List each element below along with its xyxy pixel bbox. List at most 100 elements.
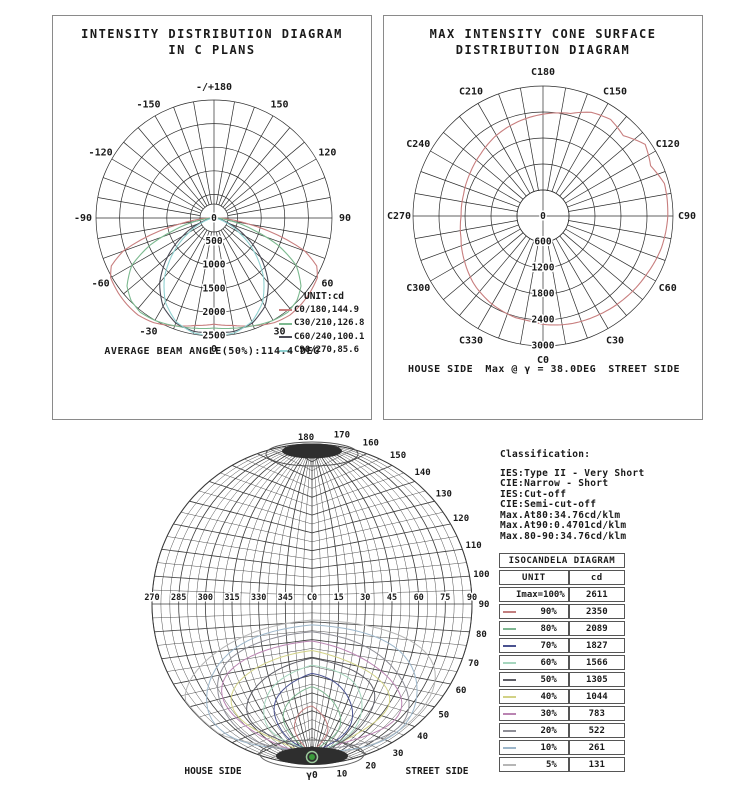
title-line-1: INTENSITY DISTRIBUTION DIAGRAM	[81, 27, 343, 41]
table-header-row: UNIT cd	[499, 570, 625, 585]
ring-value-label: 2000	[203, 307, 226, 318]
cd-value: 522	[568, 723, 625, 738]
pole-regions	[259, 441, 365, 769]
table-row: Imax=100% 2611	[499, 587, 625, 602]
ring-value-label: 1200	[532, 263, 555, 274]
net-label: 130	[436, 489, 452, 499]
cd-value: 261	[568, 740, 625, 755]
net-label: 90	[467, 593, 477, 603]
angle-label: C240	[406, 139, 430, 150]
unit-header: UNIT	[499, 570, 569, 585]
table-row: 90% 2350	[499, 604, 625, 619]
cd-value: 783	[568, 706, 625, 721]
contour-swatch	[503, 695, 516, 698]
angle-label: C120	[656, 139, 680, 150]
percent-label: 60%	[540, 657, 557, 668]
ring-value-label: 600	[534, 237, 551, 248]
table-row: 30% 783	[499, 706, 625, 721]
classification-block: Classification: IES:Type II - Very Short…	[500, 449, 645, 542]
cd-value: 131	[568, 757, 625, 772]
net-label: HOUSE SIDE	[184, 766, 241, 777]
angle-label: C270	[387, 211, 411, 222]
table-row: 50% 1305	[499, 672, 625, 687]
net-label: 160	[363, 438, 379, 448]
cone-surface-polar-chart: 0 600 1200 1800 2400 3000 C180 C150 C120 C90 C60 C3…	[387, 67, 696, 366]
title-line-1: MAX INTENSITY CONE SURFACE	[429, 27, 657, 41]
angle-label: C300	[406, 283, 430, 294]
ring-value-label: 500	[205, 236, 222, 247]
street-side-label: STREET SIDE	[608, 364, 680, 375]
angle-label: -/+180	[196, 82, 232, 93]
percent-label: 30%	[540, 708, 557, 719]
legend-item: C0/180,144.9	[279, 304, 369, 318]
polar-grid	[412, 85, 674, 347]
net-label: 75	[440, 593, 450, 603]
classification-line: CIE:Narrow - Short	[500, 478, 609, 489]
isocandela-table: ISOCANDELA DIAGRAM UNIT cd Imax=100% 2611…	[499, 551, 625, 774]
percent-label: 70%	[540, 640, 557, 651]
series-curve	[159, 217, 269, 334]
max-intensity-cone-panel: MAX INTENSITY CONE SURFACE DISTRIBUTION …	[383, 15, 703, 420]
angle-label: 60	[321, 279, 333, 290]
net-label: 285	[171, 593, 186, 603]
net-label: 40	[417, 732, 428, 742]
angle-label: 30	[273, 326, 285, 337]
intensity-distribution-panel: INTENSITY DISTRIBUTION DIAGRAM IN C PLAN…	[52, 15, 372, 420]
net-label: 45	[387, 593, 397, 603]
net-label: 60	[456, 686, 467, 696]
angle-label: C150	[603, 86, 627, 97]
legend-item: C30/210,126.8	[279, 317, 369, 331]
title-line-2: DISTRIBUTION DIAGRAM	[455, 43, 631, 57]
net-label: 100	[473, 570, 489, 580]
cd-value: 2089	[568, 621, 625, 636]
angle-label: -30	[139, 326, 157, 337]
isocandela-net-svg: 270 285 300 315 330 345 C0 15 30 45 60 75 90 170 160 15…	[143, 429, 491, 782]
classification-line: CIE:Semi-cut-off	[500, 499, 597, 510]
net-label: 20	[365, 762, 376, 772]
net-label: 140	[414, 468, 430, 478]
classification-line: Max.At80:34.76cd/klm	[500, 509, 621, 521]
table-row: 60% 1566	[499, 655, 625, 670]
percent-label: 90%	[540, 606, 557, 617]
net-label: 315	[224, 593, 239, 603]
angle-label: C330	[459, 336, 483, 347]
angle-label: -120	[89, 148, 113, 159]
polar-labels: 0 600 1200 1800 2400 3000 C180 C150 C120 C90 C60 C3…	[387, 67, 696, 366]
cd-value: 2350	[568, 604, 625, 619]
polar-series	[110, 217, 318, 337]
net-labels: 270 285 300 315 330 345 C0 15 30 45 60 75 90 170 160 15…	[143, 429, 491, 782]
classification-line: IES:Type II - Very Short	[500, 467, 645, 479]
legend-label: C60/240,100.1	[294, 331, 365, 342]
angle-label: 90	[339, 213, 351, 224]
ring-value-label: 2400	[532, 315, 555, 326]
angle-label: -90	[74, 213, 92, 224]
cone-footer: HOUSE SIDE Max @ γ = 38.0DEG STREET SIDE	[384, 364, 702, 375]
cd-value: 1305	[568, 672, 625, 687]
net-label: 10	[336, 769, 347, 779]
ring-value-label: 0	[540, 211, 546, 222]
contour-swatch	[503, 746, 516, 749]
series-curve	[163, 217, 265, 337]
contour-swatch	[503, 594, 516, 596]
percent-label: 10%	[540, 742, 557, 753]
legend-swatch	[279, 336, 292, 339]
angle-label: C0	[537, 355, 549, 366]
angle-label: 0	[211, 344, 217, 355]
series-curve	[459, 111, 669, 326]
net-label: 70	[468, 659, 479, 669]
net-label: C0	[307, 593, 317, 603]
net-label: 30	[393, 749, 404, 759]
contour-swatch	[503, 729, 516, 732]
house-side-label: HOUSE SIDE	[408, 364, 474, 375]
table-row: 40% 1044	[499, 689, 625, 704]
legend-label: C30/210,126.8	[294, 318, 365, 328]
cd-header: cd	[568, 570, 625, 585]
percent-label: 50%	[540, 674, 557, 685]
legend-label: C90/270,85.6	[294, 345, 360, 355]
angle-label: C90	[678, 211, 696, 222]
contour-swatch	[503, 661, 516, 664]
net-label: 60	[414, 593, 424, 603]
net-label: 15	[334, 593, 344, 603]
net-label: 150	[390, 451, 406, 461]
net-label: 80	[476, 630, 487, 640]
